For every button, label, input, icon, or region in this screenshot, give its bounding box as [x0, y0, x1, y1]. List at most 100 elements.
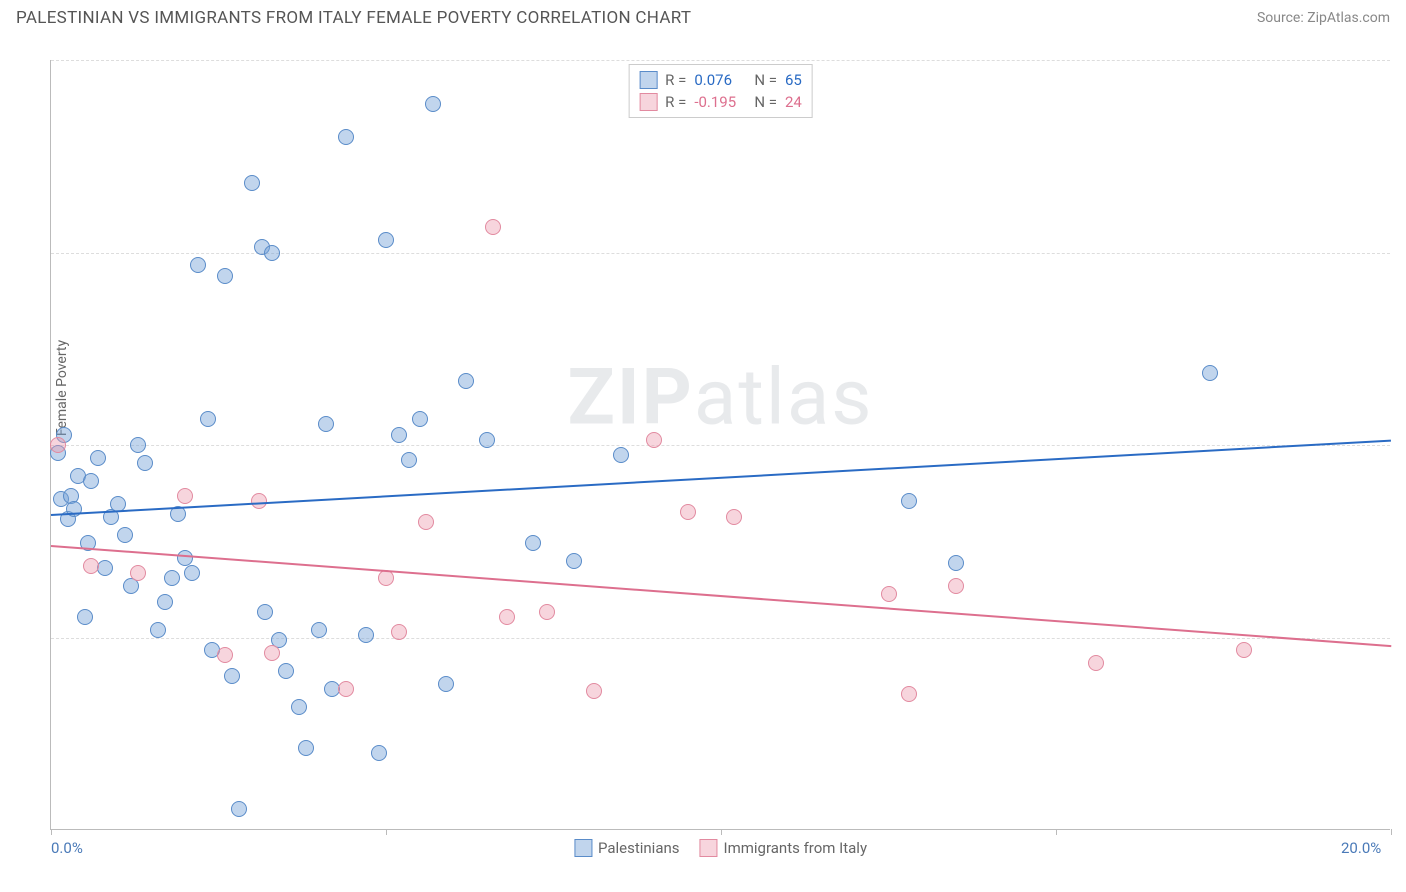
data-point [412, 411, 428, 427]
data-point [264, 645, 280, 661]
source-attribution: Source: ZipAtlas.com [1257, 10, 1390, 26]
data-point [586, 683, 602, 699]
data-point [184, 565, 200, 581]
data-point [418, 514, 434, 530]
n-value: 65 [785, 71, 802, 89]
data-point [438, 676, 454, 692]
n-label: N = [754, 93, 777, 111]
r-value: 0.076 [694, 71, 746, 89]
data-point [901, 686, 917, 702]
data-point [948, 578, 964, 594]
data-point [177, 488, 193, 504]
data-point [231, 801, 247, 817]
data-point [499, 609, 515, 625]
data-point [378, 570, 394, 586]
gridline [51, 445, 1390, 446]
x-tick [721, 829, 722, 835]
data-point [391, 427, 407, 443]
data-point [948, 555, 964, 571]
data-point [1088, 655, 1104, 671]
data-point [338, 129, 354, 145]
legend-label: Palestinians [598, 839, 680, 857]
data-point [425, 96, 441, 112]
data-point [525, 535, 541, 551]
data-point [479, 432, 495, 448]
data-point [298, 740, 314, 756]
r-label: R = [665, 93, 686, 111]
gridline [51, 60, 1390, 61]
x-tick [1056, 829, 1057, 835]
data-point [318, 416, 334, 432]
legend-swatch [700, 839, 718, 857]
legend-label: Immigrants from Italy [724, 839, 868, 857]
data-point [613, 447, 629, 463]
data-point [646, 432, 662, 448]
data-point [157, 594, 173, 610]
legend-row: R = 0.076 N = 65 [639, 69, 802, 91]
r-label: R = [665, 71, 686, 89]
watermark: ZIPatlas [567, 353, 873, 444]
data-point [137, 455, 153, 471]
data-point [97, 560, 113, 576]
data-point [391, 624, 407, 640]
data-point [217, 268, 233, 284]
data-point [217, 647, 233, 663]
data-point [83, 558, 99, 574]
data-point [566, 553, 582, 569]
x-tick-label: 0.0% [51, 839, 83, 857]
data-point [485, 219, 501, 235]
legend-swatch [639, 71, 657, 89]
legend-swatch [639, 93, 657, 111]
data-point [130, 437, 146, 453]
data-point [117, 527, 133, 543]
legend-item: Palestinians [574, 839, 680, 857]
n-value: 24 [785, 93, 802, 111]
data-point [881, 586, 897, 602]
legend-series: Palestinians Immigrants from Italy [574, 839, 867, 857]
data-point [90, 450, 106, 466]
data-point [200, 411, 216, 427]
data-point [358, 627, 374, 643]
data-point [1202, 365, 1218, 381]
n-label: N = [754, 71, 777, 89]
data-point [257, 604, 273, 620]
data-point [901, 493, 917, 509]
data-point [291, 699, 307, 715]
chart-title: PALESTINIAN VS IMMIGRANTS FROM ITALY FEM… [16, 8, 691, 28]
gridline [51, 253, 1390, 254]
data-point [458, 373, 474, 389]
x-tick [386, 829, 387, 835]
data-point [378, 232, 394, 248]
gridline [51, 638, 1390, 639]
data-point [338, 681, 354, 697]
data-point [164, 570, 180, 586]
data-point [83, 473, 99, 489]
x-tick-label: 20.0% [1341, 839, 1381, 857]
scatter-chart: ZIPatlas 30.0%22.5%15.0%7.5%0.0%20.0%R =… [50, 60, 1390, 830]
data-point [278, 663, 294, 679]
data-point [401, 452, 417, 468]
trend-line [51, 440, 1391, 516]
data-point [264, 245, 280, 261]
legend-item: Immigrants from Italy [700, 839, 868, 857]
data-point [539, 604, 555, 620]
data-point [1236, 642, 1252, 658]
legend-stats: R = 0.076 N = 65 R = -0.195 N = 24 [628, 64, 813, 118]
trend-line [51, 545, 1391, 647]
x-tick [51, 829, 52, 835]
data-point [190, 257, 206, 273]
data-point [311, 622, 327, 638]
data-point [130, 565, 146, 581]
data-point [244, 175, 260, 191]
x-tick [1391, 829, 1392, 835]
data-point [77, 609, 93, 625]
data-point [50, 437, 66, 453]
data-point [150, 622, 166, 638]
legend-row: R = -0.195 N = 24 [639, 91, 802, 113]
data-point [680, 504, 696, 520]
data-point [177, 550, 193, 566]
data-point [726, 509, 742, 525]
r-value: -0.195 [694, 93, 746, 111]
legend-swatch [574, 839, 592, 857]
data-point [371, 745, 387, 761]
